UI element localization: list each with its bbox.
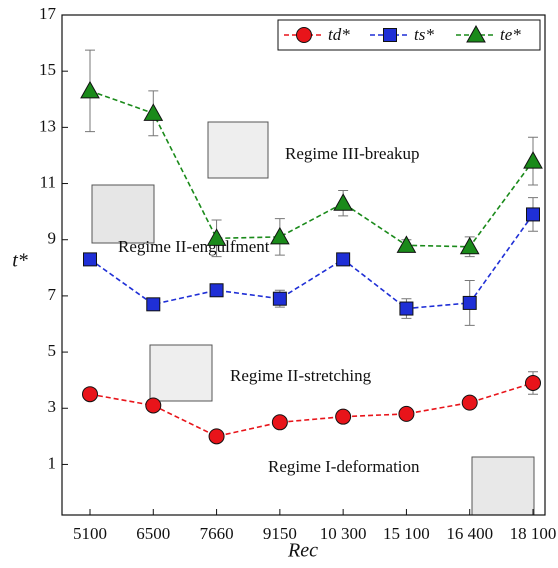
annotation: Regime II-stretching [230, 366, 372, 385]
marker [82, 386, 98, 403]
annotation: Regime I-deformation [268, 457, 420, 476]
marker [461, 394, 478, 411]
marker [523, 151, 543, 169]
annotation: Regime III-breakup [285, 144, 420, 163]
y-tick-label: 11 [40, 172, 56, 191]
series-line [89, 90, 534, 248]
y-tick-label: 15 [39, 60, 56, 79]
plot-frame [61, 14, 546, 516]
marker [272, 291, 287, 306]
y-tick-label: 13 [39, 116, 56, 135]
image-engulfment [91, 184, 155, 244]
x-tick-label: 16 400 [446, 524, 493, 543]
marker [396, 235, 417, 253]
annotation: Regime II-engulfment [118, 237, 270, 256]
marker [526, 207, 540, 222]
marker [466, 24, 486, 43]
marker [271, 414, 288, 431]
marker [80, 80, 100, 99]
image-breakup [207, 121, 269, 179]
x-axis-label: Rec [287, 540, 318, 562]
marker [335, 408, 352, 425]
marker [206, 228, 227, 246]
marker [270, 226, 290, 245]
y-tick-label: 5 [48, 341, 57, 360]
x-tick-label: 9150 [263, 524, 297, 543]
y-tick-label: 3 [48, 397, 57, 416]
legend-box [277, 19, 541, 51]
marker [145, 397, 162, 414]
marker [296, 27, 312, 43]
image-deformation [471, 456, 535, 516]
marker [525, 374, 541, 391]
legend-label: td* [328, 25, 350, 44]
x-tick-label: 15 100 [383, 524, 430, 543]
y-axis-label: t* [12, 250, 28, 272]
marker [399, 301, 414, 316]
marker [209, 283, 224, 298]
marker [336, 252, 351, 267]
x-tick-label: 18 100 [510, 524, 557, 543]
marker [83, 252, 97, 267]
marker [459, 236, 480, 255]
series-line [89, 382, 534, 438]
y-tick-label: 9 [48, 229, 57, 248]
marker [208, 428, 225, 445]
y-tick-label: 17 [39, 4, 57, 23]
legend-label: ts* [414, 25, 434, 44]
y-tick-label: 7 [48, 285, 57, 304]
marker [383, 28, 397, 42]
marker [333, 193, 353, 211]
x-tick-label: 10 300 [320, 524, 367, 543]
y-tick-label: 1 [48, 453, 57, 472]
marker [146, 297, 161, 312]
marker [398, 405, 415, 422]
legend-label: te* [500, 25, 521, 44]
marker [143, 103, 164, 121]
marker [462, 295, 477, 310]
x-tick-label: 6500 [136, 524, 170, 543]
image-stretching [149, 344, 213, 402]
series-line [89, 213, 534, 310]
x-tick-label: 7660 [200, 524, 234, 543]
x-tick-label: 5100 [73, 524, 107, 543]
